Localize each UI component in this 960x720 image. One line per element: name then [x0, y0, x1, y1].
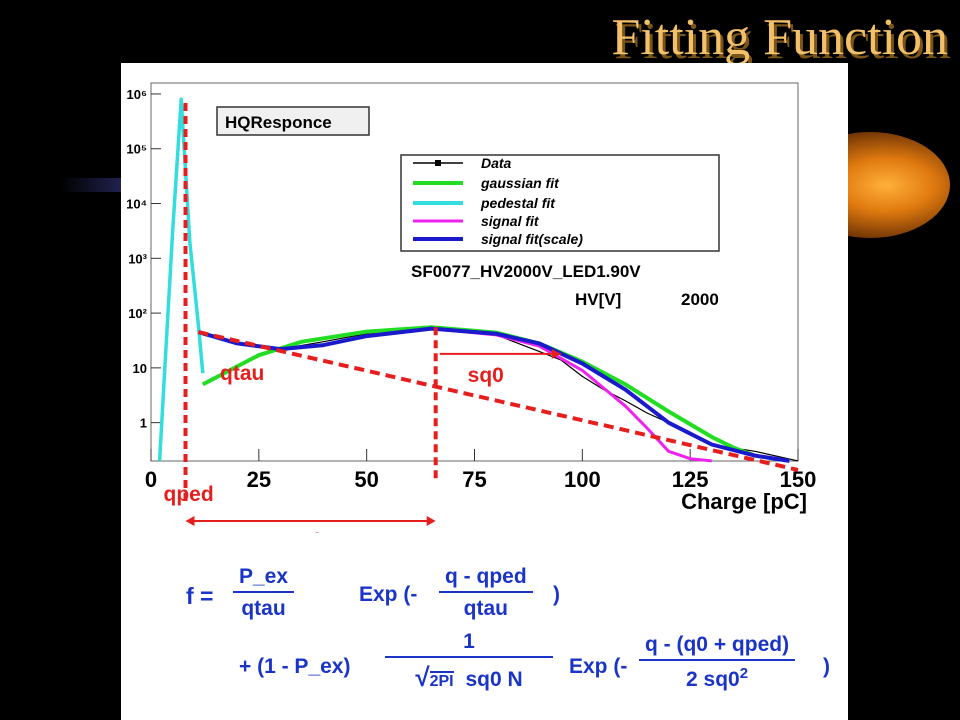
x-tick-label: 75 [462, 467, 486, 492]
legend-label-data: Data [481, 155, 512, 171]
formula-f-label: f = [186, 583, 214, 609]
formula-one: 1 [463, 630, 475, 653]
plot-title: HQResponce [225, 113, 332, 132]
background-streak [60, 178, 130, 192]
y-tick-label: 10⁴ [126, 197, 147, 212]
hv-label: HV[V] [575, 290, 621, 309]
formula-den2-wrap: 2 sq02 [639, 659, 796, 692]
qtau-decay-curve [197, 330, 799, 472]
formula-sqrt-text: 2PI [429, 671, 454, 690]
formula-den2-sup: 2 [739, 665, 749, 682]
formula-num2: q - (q0 + qped) [645, 633, 790, 656]
formula-sq0n: sq0 N [465, 668, 523, 691]
q0-arrow-head-left [185, 516, 195, 526]
formula-exp1: Exp (- [359, 583, 418, 606]
x-tick-label: 100 [564, 467, 601, 492]
plot-frame [150, 82, 799, 462]
legend-label-signal-scale: signal fit(scale) [481, 231, 583, 247]
y-tick-label: 10³ [128, 251, 147, 266]
formula-plus-term: + (1 - P_ex) [239, 655, 351, 678]
formula-frac-gauss: 1 √2PI sq0 N [385, 630, 553, 693]
run-label: SF0077_HV2000V_LED1.90V [411, 262, 641, 281]
x-tick-label: 125 [672, 467, 709, 492]
x-axis-ticks: 0 25 50 75 100 125 150 [145, 449, 816, 492]
y-axis-ticks: 1 10 10² 10³ 10⁴ 10⁵ 10⁶ [126, 87, 161, 431]
x-tick-label: 25 [247, 467, 271, 492]
legend: Data gaussian fit pedestal fit signal fi… [400, 154, 720, 252]
x-axis-label: Charge [pC] [681, 489, 807, 514]
series-line-2 [157, 97, 205, 461]
hv-value: 2000 [681, 290, 719, 309]
formula-den1: qtau [439, 591, 533, 621]
formula-gauss-den: √2PI sq0 N [385, 656, 553, 693]
annotation-layer: sq0 qtau qped q0 [164, 103, 799, 533]
legend-label-signal: signal fit [481, 213, 540, 229]
sq0-label: sq0 [468, 364, 504, 387]
y-tick-label: 10⁵ [126, 142, 147, 157]
q0-arrow-head-right [426, 516, 436, 526]
slide-content: 1 10 10² 10³ 10⁴ 10⁵ 10⁶ 0 25 50 75 100 125 150 sq0 q… [121, 63, 848, 720]
formula-num1: q - qped [445, 565, 527, 588]
y-tick-label: 1 [140, 416, 147, 431]
formula-close1: ) [553, 583, 560, 606]
formula-qtau: qtau [233, 591, 295, 621]
sqrt-icon: √ [415, 662, 430, 692]
formula-pex: P_ex [239, 565, 289, 588]
legend-label-gaussian: gaussian fit [480, 175, 560, 191]
qtau-label: qtau [220, 362, 264, 385]
qped-label: qped [164, 483, 214, 506]
q0-label: q0 [299, 529, 324, 533]
formula-frac-exp1: q - qped qtau [439, 565, 533, 621]
charge-histogram-chart: 1 10 10² 10³ 10⁴ 10⁵ 10⁶ 0 25 50 75 100 125 150 sq0 q… [126, 82, 816, 533]
x-tick-label: 0 [145, 467, 157, 492]
formula-den2: 2 sq0 [686, 668, 740, 691]
series-layer [157, 97, 799, 463]
sq0-arrow-head [551, 348, 561, 359]
formula-exp2: Exp (- [569, 655, 628, 678]
slide-title: Fitting Function [611, 9, 948, 66]
legend-marker-data [435, 160, 441, 166]
x-tick-label: 50 [354, 467, 378, 492]
series-line-4 [197, 326, 790, 463]
y-tick-label: 10 [133, 361, 147, 376]
plot-title-box: HQResponce [216, 106, 370, 136]
formula-frac-pex: P_ex qtau [233, 565, 295, 621]
x-tick-label: 150 [780, 467, 817, 492]
formula-frac-exp2: q - (q0 + qped) 2 sq02 [639, 633, 796, 692]
y-tick-label: 10² [128, 306, 147, 321]
formula-close2: ) [823, 655, 830, 678]
y-tick-label: 10⁶ [127, 87, 147, 102]
legend-label-pedestal: pedestal fit [480, 195, 556, 211]
